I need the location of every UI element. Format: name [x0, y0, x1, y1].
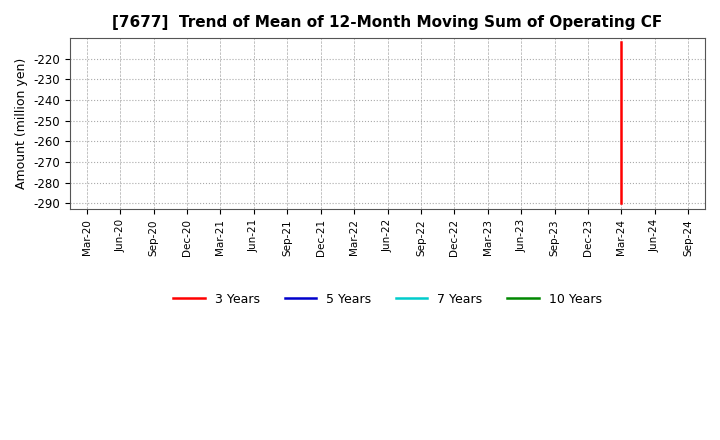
Y-axis label: Amount (million yen): Amount (million yen) — [15, 58, 28, 189]
Legend: 3 Years, 5 Years, 7 Years, 10 Years: 3 Years, 5 Years, 7 Years, 10 Years — [168, 288, 607, 311]
Title: [7677]  Trend of Mean of 12-Month Moving Sum of Operating CF: [7677] Trend of Mean of 12-Month Moving … — [112, 15, 662, 30]
